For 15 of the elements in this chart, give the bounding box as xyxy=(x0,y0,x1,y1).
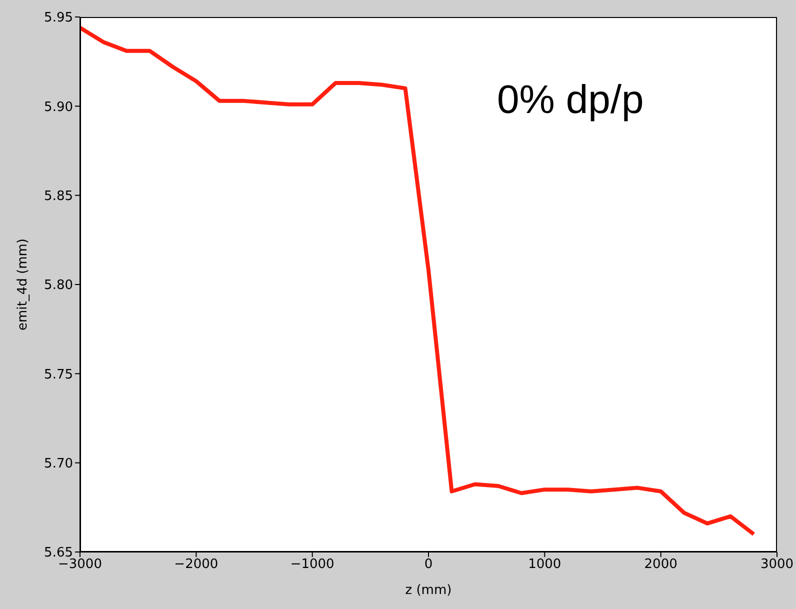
y-tick-label: 5.70 xyxy=(44,456,73,472)
x-axis-title: z (mm) xyxy=(405,583,452,598)
x-tick-label: 0 xyxy=(424,557,433,572)
x-tick-label: −1000 xyxy=(290,557,334,572)
y-tick-label: 5.95 xyxy=(44,10,73,26)
y-tick-label: 5.85 xyxy=(44,188,73,204)
y-axis-title: emit_4d (mm) xyxy=(16,238,31,330)
x-tick-label: 1000 xyxy=(528,557,562,572)
x-tick-label: 3000 xyxy=(760,557,794,572)
y-tick-label: 5.80 xyxy=(44,278,73,294)
x-tick-label: −2000 xyxy=(174,557,218,572)
y-tick-label: 5.90 xyxy=(44,100,73,115)
y-tick-label: 5.75 xyxy=(44,367,73,382)
x-tick-label: 2000 xyxy=(644,557,678,572)
annotation: 0% dp/p xyxy=(497,78,644,123)
